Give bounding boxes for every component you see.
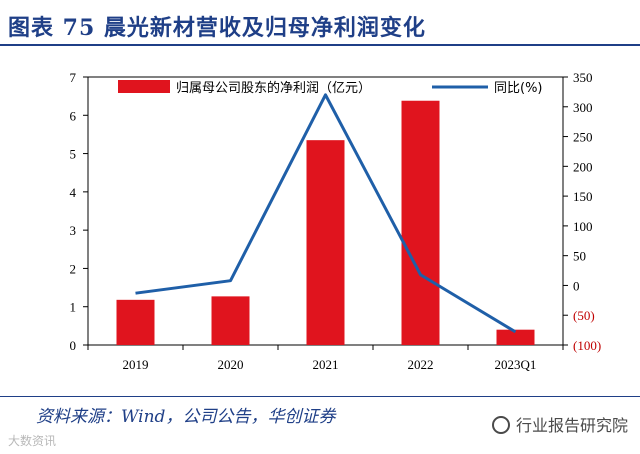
left-axis-tick-label: 0	[70, 338, 77, 353]
legend-bar-label: 归属母公司股东的净利润（亿元）	[176, 80, 371, 96]
left-axis-tick-label: 3	[70, 223, 77, 238]
left-axis-tick-label: 4	[70, 185, 77, 200]
x-axis-tick-label: 2022	[408, 357, 434, 372]
chart-canvas: 0 1 2 3 4 5 6 7 (100) (50) 0 50 100 150 200 250 300 350 20…	[70, 70, 602, 372]
right-axis-tick-label: 0	[573, 278, 580, 293]
right-axis-tick-label: 200	[573, 159, 593, 174]
bar	[116, 299, 155, 345]
bar	[496, 329, 535, 345]
x-axis-tick-label: 2019	[123, 357, 149, 372]
legend-line-label: 同比(%)	[494, 81, 543, 96]
right-axis-tick-label: 100	[573, 219, 593, 234]
right-axis-tick-label: 350	[573, 70, 593, 85]
right-axis-tick-label: (50)	[573, 308, 595, 323]
chart-header: 图表 75 晨光新材营收及归母净利润变化	[0, 0, 640, 46]
wechat-icon	[491, 416, 510, 434]
watermark-right-label: 行业报告研究院	[515, 416, 628, 435]
watermark-right: 行业报告研究院	[491, 412, 628, 436]
bar	[401, 100, 440, 345]
right-axis-tick-label: (100)	[573, 338, 601, 353]
left-axis-tick-label: 1	[70, 300, 77, 315]
left-axis-tick-label: 6	[70, 108, 77, 123]
left-axis-tick-label: 2	[70, 261, 77, 276]
source-divider	[0, 396, 640, 397]
left-axis-tick-label: 7	[70, 70, 77, 85]
right-axis-tick-label: 250	[573, 130, 593, 145]
source-note: 资料来源：Wind，公司公告，华创证券	[36, 407, 336, 427]
right-axis-tick-label: 150	[573, 189, 593, 204]
title-divider	[0, 44, 640, 46]
chart-title: 图表 75 晨光新材营收及归母净利润变化	[8, 15, 426, 41]
bar	[306, 140, 345, 345]
x-axis-tick-label: 2021	[313, 357, 339, 372]
right-axis-tick-label: 300	[573, 100, 593, 115]
x-axis-tick-label: 2023Q1	[495, 357, 537, 372]
bar	[211, 296, 250, 345]
legend-bar-swatch	[118, 80, 170, 93]
x-axis-tick-label: 2020	[218, 357, 244, 372]
right-axis-tick-label: 50	[573, 249, 586, 264]
watermark-left: 大数资讯	[8, 434, 57, 448]
yoy-line	[135, 93, 517, 334]
left-axis-tick-label: 5	[70, 147, 77, 162]
